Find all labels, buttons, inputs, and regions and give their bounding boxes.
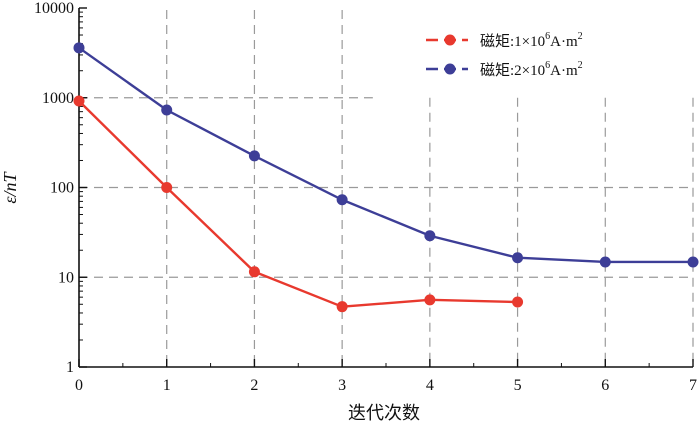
data-point xyxy=(336,194,348,206)
legend-label: 磁矩:1×106A·m2 xyxy=(480,31,583,50)
x-tick-label: 7 xyxy=(689,377,697,394)
data-point xyxy=(336,301,348,313)
data-point xyxy=(424,230,436,242)
y-tick-label: 10 xyxy=(58,269,74,286)
legend-entry-2: 磁矩:2×106A·m2 xyxy=(426,60,583,79)
y-tick-label: 1000 xyxy=(42,90,74,107)
y-tick-label: 100 xyxy=(50,180,74,197)
x-tick-label: 6 xyxy=(601,377,609,394)
data-point xyxy=(512,296,524,308)
axes xyxy=(78,7,694,368)
x-tick-label: 3 xyxy=(338,377,346,394)
series-line xyxy=(78,100,518,308)
x-axis-label: 迭代次数 xyxy=(348,403,420,423)
x-tick-label: 5 xyxy=(514,377,522,394)
legend-label: 磁矩:2×106A·m2 xyxy=(480,60,583,79)
data-point xyxy=(424,294,436,306)
data-point xyxy=(248,266,260,278)
data-point xyxy=(73,95,85,107)
x-tick-label: 0 xyxy=(75,377,83,394)
x-tick-label: 4 xyxy=(426,377,434,394)
data-point xyxy=(161,104,173,116)
data-point xyxy=(512,252,524,264)
x-tick-label: 1 xyxy=(163,377,171,394)
legend-marker xyxy=(444,63,456,75)
series xyxy=(73,42,699,313)
data-point xyxy=(73,42,85,54)
data-point xyxy=(248,150,260,162)
series-2 xyxy=(73,42,699,268)
grid xyxy=(79,10,694,367)
legend-entry-1: 磁矩:1×106A·m2 xyxy=(426,31,583,50)
legend: 磁矩:1×106A·m2 磁矩:2×106A·m2 xyxy=(426,31,583,79)
data-point xyxy=(161,182,173,193)
series-1 xyxy=(73,95,524,313)
data-point xyxy=(687,256,699,268)
y-tick-label: 10000 xyxy=(34,0,74,17)
legend-marker xyxy=(444,34,456,46)
series-line xyxy=(78,46,693,264)
y-tick-label: 1 xyxy=(66,359,74,376)
x-tick-label: 2 xyxy=(250,377,258,394)
y-axis-label: ε/nT xyxy=(0,170,20,203)
data-point xyxy=(599,256,611,268)
